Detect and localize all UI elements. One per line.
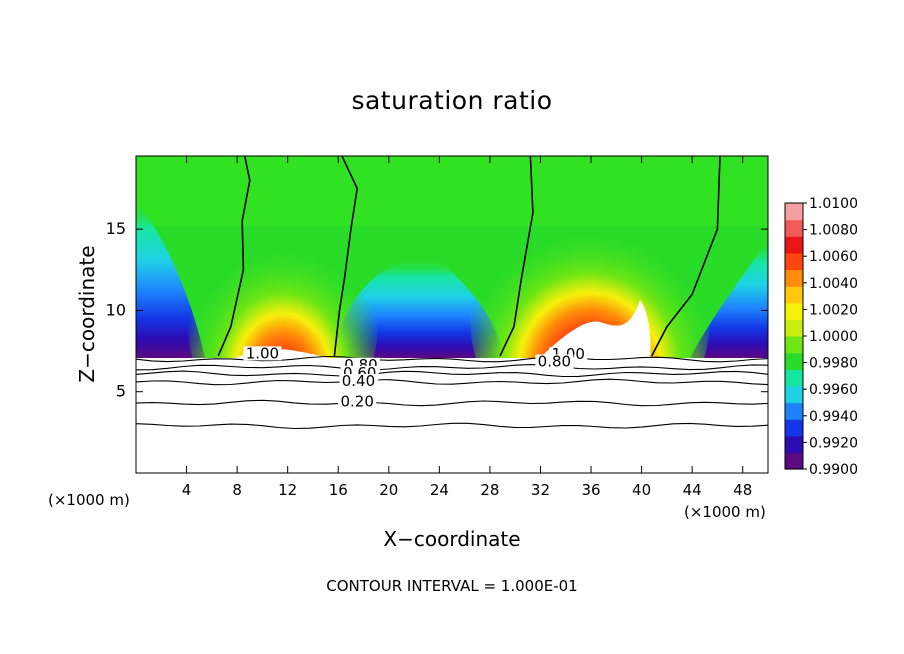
contour-label: 1.00 bbox=[246, 344, 279, 362]
colorbar-tick-label: 0.9980 bbox=[809, 356, 858, 372]
unity-contour-line bbox=[217, 156, 251, 357]
colorbar-swatch bbox=[785, 219, 803, 237]
colorbar-swatch bbox=[785, 203, 803, 221]
subcloud-contour-line bbox=[136, 370, 768, 378]
chart-title: saturation ratio bbox=[351, 86, 553, 115]
x-tick-label: 20 bbox=[379, 481, 398, 499]
contour-interval-note: CONTOUR INTERVAL = 1.000E-01 bbox=[326, 577, 578, 595]
colorbar-tick-label: 0.9920 bbox=[809, 435, 858, 451]
colorbar-swatch bbox=[785, 435, 803, 453]
colorbar-tick-label: 1.0080 bbox=[809, 223, 858, 239]
subcloud-contour-line bbox=[136, 378, 768, 386]
dry-region-left bbox=[136, 200, 205, 358]
x-tick-label: 24 bbox=[430, 481, 449, 499]
colorbar-swatch bbox=[785, 336, 803, 354]
contour-label-bg bbox=[243, 346, 282, 361]
colorbar-swatch bbox=[785, 402, 803, 420]
subcloud-contour-line bbox=[136, 355, 768, 363]
y-tick-label: 15 bbox=[106, 219, 126, 238]
x-tick-label: 12 bbox=[278, 481, 297, 499]
contour-label: 0.20 bbox=[340, 392, 373, 410]
colorbar-tick-label: 1.0020 bbox=[809, 302, 858, 318]
colorbar-swatch bbox=[785, 452, 803, 470]
colorbar-tick-label: 1.0060 bbox=[809, 249, 858, 265]
y-tick-label: 5 bbox=[116, 382, 126, 401]
x-tick-label: 16 bbox=[329, 481, 348, 499]
unity-contour-line bbox=[499, 156, 534, 357]
x-tick-label: 4 bbox=[182, 481, 192, 499]
colorbar-swatch bbox=[785, 286, 803, 304]
x-tick-label: 40 bbox=[632, 481, 651, 499]
colorbar-tick-label: 1.0100 bbox=[809, 196, 858, 212]
colorbar: 0.9900 0.9920 0.9940 0.9960 0.9980 1.0000 1.00… bbox=[784, 196, 858, 478]
x-tick-label: 32 bbox=[531, 481, 550, 499]
colorbar-swatch bbox=[785, 236, 803, 254]
x-unit-label-left: (×1000 m) bbox=[48, 491, 130, 509]
colorbar-swatch bbox=[785, 352, 803, 370]
colorbar-tick-label: 0.9900 bbox=[809, 462, 858, 478]
heatmap-field: 1.000.800.600.400.201.000.80 bbox=[136, 156, 768, 473]
colorbar-tick-label: 0.9960 bbox=[809, 382, 858, 398]
unity-contour-line bbox=[333, 156, 358, 357]
contour-label-bg bbox=[339, 374, 378, 389]
subcloud-contour-line bbox=[136, 399, 768, 407]
unity-contour-line bbox=[650, 156, 721, 357]
white-gap-right-plume bbox=[540, 300, 651, 358]
colorbar-swatch bbox=[785, 269, 803, 287]
colorbar-swatch bbox=[785, 302, 803, 320]
colorbar-swatch bbox=[785, 419, 803, 437]
dry-region-middle bbox=[340, 258, 505, 358]
colorbar-tick-label: 1.0040 bbox=[809, 276, 858, 292]
x-tick-label: 44 bbox=[683, 481, 702, 499]
x-tick-label: 28 bbox=[480, 481, 499, 499]
x-tick-label: 8 bbox=[232, 481, 242, 499]
contour-label: 0.80 bbox=[538, 353, 571, 371]
colorbar-tick-label: 1.0000 bbox=[809, 329, 858, 345]
subcloud-contour-line bbox=[136, 364, 768, 371]
y-axis-label: Z−coordinate bbox=[75, 245, 99, 382]
colorbar-swatch bbox=[785, 385, 803, 404]
x-axis-label: X−coordinate bbox=[383, 527, 521, 551]
y-tick-label: 10 bbox=[106, 300, 126, 319]
colorbar-tick-label: 0.9940 bbox=[809, 409, 858, 425]
x-tick-label: 36 bbox=[581, 481, 600, 499]
contour-label-bg bbox=[535, 354, 574, 369]
plot-frame bbox=[135, 155, 769, 474]
x-unit-label-right: (×1000 m) bbox=[684, 503, 766, 521]
contour-label: 0.40 bbox=[342, 372, 375, 390]
sub-cloud-region bbox=[136, 358, 768, 473]
colorbar-swatch bbox=[785, 319, 803, 337]
contour-label-bg bbox=[338, 394, 377, 409]
colorbar-swatch bbox=[785, 369, 803, 387]
x-tick-label: 48 bbox=[733, 481, 752, 499]
subcloud-contour-line bbox=[136, 422, 768, 430]
contour-layer: 1.000.800.600.400.201.000.80 bbox=[136, 156, 768, 430]
colorbar-swatch bbox=[785, 252, 803, 271]
